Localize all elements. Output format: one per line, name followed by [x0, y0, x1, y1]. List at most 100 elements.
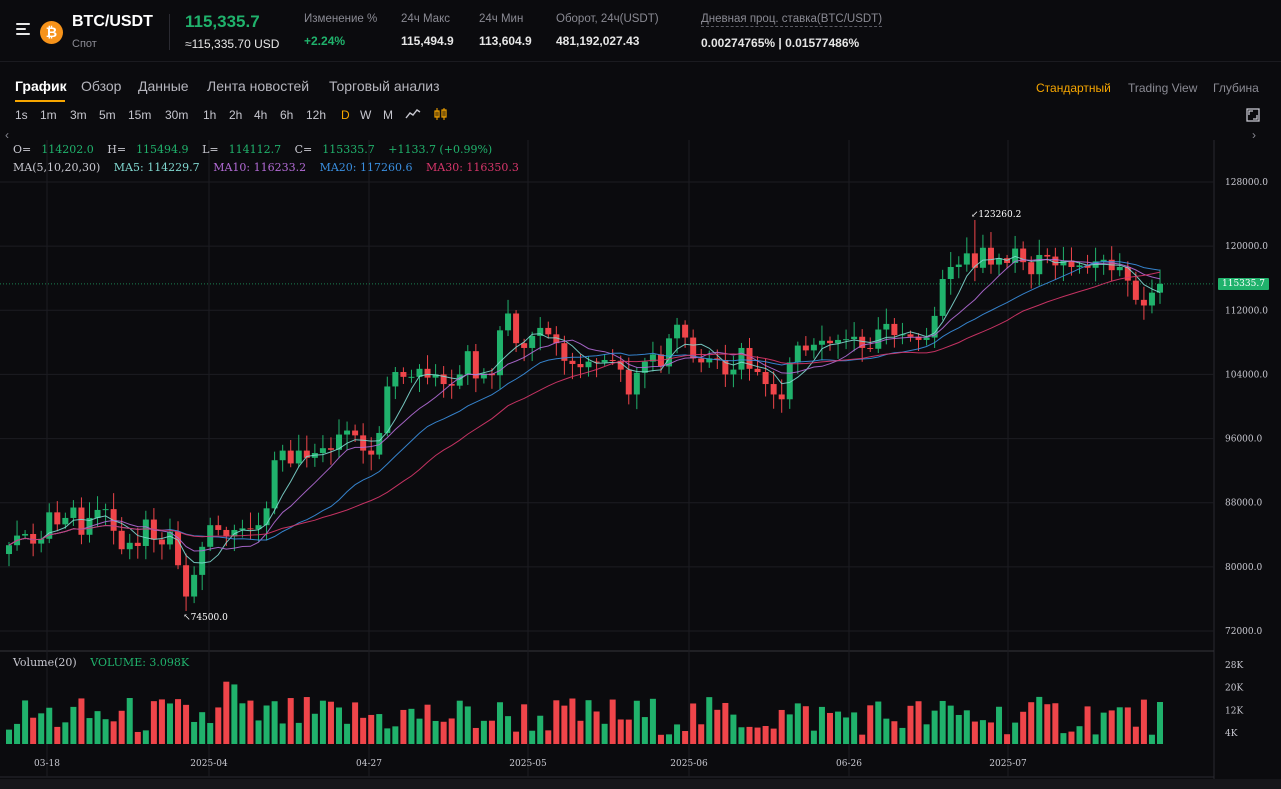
- volume-bar: [802, 706, 809, 744]
- tab-trade-analysis[interactable]: Торговый анализ: [329, 78, 440, 94]
- interval-5m[interactable]: 5m: [99, 108, 116, 122]
- volume-bar: [1060, 733, 1067, 744]
- trading-pair[interactable]: BTC/USDT: [72, 13, 153, 30]
- volume-bar: [416, 718, 423, 744]
- candle-body: [400, 372, 407, 377]
- interval-12h[interactable]: 12h: [306, 108, 327, 122]
- candle-body: [826, 340, 833, 344]
- candle-body: [529, 335, 536, 348]
- volume-bar: [166, 703, 173, 744]
- tab-overview[interactable]: Обзор: [81, 78, 122, 94]
- last-price: 115,335.7: [185, 12, 260, 31]
- volume-value: VOLUME: 3.098K: [90, 656, 190, 669]
- low-value: 114112.7: [228, 143, 282, 156]
- volume-bar: [633, 700, 640, 744]
- interval-d[interactable]: D: [341, 108, 350, 122]
- candle-body: [279, 450, 286, 461]
- volume-bar: [62, 722, 69, 744]
- volume-legend: Volume(20) VOLUME: 3.098K: [13, 656, 199, 669]
- volume-bar: [247, 700, 254, 744]
- volume-bar: [344, 723, 351, 744]
- fullscreen-icon[interactable]: [1246, 108, 1260, 122]
- time-tick-label: 03-18: [34, 759, 60, 769]
- candle-body: [835, 339, 842, 344]
- volume-bar: [674, 724, 681, 744]
- volume-bar: [30, 717, 37, 744]
- interval-15m[interactable]: 15m: [128, 108, 152, 122]
- interval-1h[interactable]: 1h: [203, 108, 217, 122]
- interval-2h[interactable]: 2h: [229, 108, 243, 122]
- candle-body: [472, 351, 479, 379]
- stat-low: 24ч Мин 113,604.9: [479, 13, 532, 48]
- view-standard[interactable]: Стандартный: [1036, 81, 1111, 95]
- high-value: 115494.9: [136, 143, 189, 156]
- stat-turnover: Оборот, 24ч(USDT) 481,192,027.43: [556, 13, 659, 48]
- stat-label: 24ч Мин: [479, 13, 524, 25]
- ma30-line: [8, 271, 1161, 546]
- candlestick-icon[interactable]: [433, 107, 449, 121]
- scroll-left-icon[interactable]: ‹: [5, 128, 9, 142]
- candle-body: [62, 517, 69, 525]
- candle-body: [666, 338, 673, 367]
- menu-icon[interactable]: [14, 19, 34, 39]
- interval-1m[interactable]: 1m: [40, 108, 57, 122]
- volume-bar: [376, 714, 383, 744]
- interval-w[interactable]: W: [360, 108, 372, 122]
- active-tab-indicator: [15, 100, 65, 102]
- candle-body: [561, 343, 568, 361]
- tab-news[interactable]: Лента новостей: [207, 78, 310, 94]
- candle-body: [1100, 259, 1107, 262]
- candle-body: [609, 359, 616, 361]
- view-tradingview[interactable]: Trading View: [1128, 81, 1198, 95]
- volume-bar: [432, 720, 439, 744]
- volume-bar: [1116, 707, 1123, 744]
- candle-body: [336, 434, 343, 450]
- interval-30m[interactable]: 30m: [165, 108, 189, 122]
- volume-bar: [255, 720, 262, 744]
- volume-bar: [996, 706, 1003, 744]
- volume-bar: [142, 730, 149, 744]
- view-depth[interactable]: Глубина: [1213, 81, 1259, 95]
- price-chart[interactable]: 72000.0 80000.0 88000.0 96000.0 104000.0 1120…: [0, 140, 1281, 779]
- tab-data[interactable]: Данные: [138, 78, 189, 94]
- candle-body: [883, 323, 890, 330]
- candle-body: [1084, 265, 1091, 268]
- volume-bar: [1028, 702, 1035, 744]
- candle-body: [263, 508, 270, 526]
- line-chart-icon[interactable]: [405, 107, 421, 121]
- candle-body: [134, 542, 141, 547]
- volume-bar: [70, 706, 77, 744]
- ma30-value: MA30: 116350.3: [426, 161, 519, 174]
- candle-body: [376, 432, 383, 455]
- candle-body: [818, 340, 825, 345]
- candle-body: [102, 509, 109, 511]
- interval-1s[interactable]: 1s: [15, 108, 28, 122]
- volume-bar: [826, 712, 833, 744]
- candle-body: [867, 347, 874, 349]
- volume-bar: [979, 720, 986, 744]
- candle-body: [963, 253, 970, 265]
- candle-body: [384, 386, 391, 433]
- volume-bar: [327, 701, 334, 744]
- interval-6h[interactable]: 6h: [280, 108, 294, 122]
- scroll-right-icon[interactable]: ›: [1252, 128, 1256, 142]
- tab-chart[interactable]: График: [15, 78, 67, 94]
- interval-4h[interactable]: 4h: [254, 108, 268, 122]
- candle-body: [199, 546, 206, 575]
- volume-bar: [561, 705, 568, 744]
- candle-body: [955, 264, 962, 267]
- candle-body: [1052, 256, 1059, 266]
- candle-body: [843, 339, 850, 341]
- candle-body: [754, 368, 761, 373]
- candle-body: [649, 354, 656, 362]
- stat-funding-rate[interactable]: Дневная проц. ставка(BTC/USDT) 0.0027476…: [701, 13, 883, 50]
- interval-3m[interactable]: 3m: [70, 108, 87, 122]
- price-tick-label: 120000.0: [1225, 242, 1268, 252]
- time-tick-label: 2025-05: [509, 759, 547, 769]
- interval-m[interactable]: M: [383, 108, 393, 122]
- candle-body: [1036, 254, 1043, 275]
- stat-label: Оборот, 24ч(USDT): [556, 13, 659, 25]
- candle-body: [175, 531, 182, 566]
- time-tick-label: 2025-04: [190, 759, 228, 769]
- price-tick-label: 80000.0: [1225, 563, 1262, 573]
